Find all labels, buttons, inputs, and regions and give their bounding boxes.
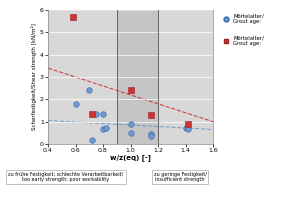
Text: zu frühe Festigkeit; schlechte Verarbeitbarkeit/
too early strength; poor workab: zu frühe Festigkeit; schlechte Verarbeit… <box>8 172 124 182</box>
Point <box>100 112 105 115</box>
Y-axis label: Scherfestigkeit/Shear strength [kN/m²]: Scherfestigkeit/Shear strength [kN/m²] <box>31 24 37 130</box>
Point <box>87 89 92 92</box>
Point <box>149 132 154 136</box>
Point <box>94 112 98 115</box>
Point <box>73 102 78 105</box>
Point <box>186 128 191 131</box>
Point <box>128 89 133 92</box>
Point <box>149 135 154 138</box>
Text: zu geringe Festigkeit/
insufficient strength: zu geringe Festigkeit/ insufficient stre… <box>154 172 206 182</box>
Point <box>183 127 188 130</box>
Bar <box>117 10 158 144</box>
X-axis label: w/z(eq) [-]: w/z(eq) [-] <box>110 155 151 161</box>
Point <box>90 112 94 115</box>
Point <box>103 127 108 130</box>
Point <box>100 128 105 131</box>
Point <box>128 131 133 134</box>
Legend: Mörtelalter/
Grout age:, Mörtelalter/
Grout age:: Mörtelalter/ Grout age:, Mörtelalter/ Gr… <box>220 13 265 47</box>
Point <box>128 122 133 126</box>
Point <box>149 113 154 117</box>
Point <box>186 122 191 126</box>
Point <box>70 15 75 18</box>
Point <box>90 138 94 141</box>
